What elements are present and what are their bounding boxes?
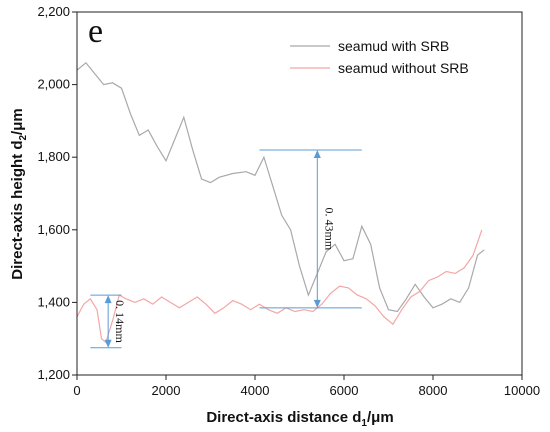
x-axis-title-unit: /μm [367, 409, 394, 426]
y-tick-label: 2,000 [37, 77, 70, 92]
legend-label-with-srb: seamud with SRB [338, 38, 449, 54]
legend: seamud with SRB seamud without SRB [290, 38, 469, 76]
annotation-label-1: 0. 14mm [113, 300, 127, 343]
x-axis-title-sub: 1 [361, 418, 367, 429]
annotation-layer: 0. 43mm 0. 14mm [90, 149, 362, 349]
legend-label-without-srb: seamud without SRB [338, 60, 469, 76]
x-tick-label: 6000 [330, 383, 359, 398]
y-axis: 1,200 1,400 1,600 1,800 2,000 2,200 [37, 4, 77, 382]
y-axis-title-main: Direct-axis height d [9, 141, 26, 280]
panel-label: e [88, 13, 103, 50]
annotation-arrowhead-up-1 [104, 295, 112, 304]
series-layer [76, 61, 485, 344]
x-tick-label: 0 [73, 383, 80, 398]
x-axis-title-main: Direct-axis distance d [206, 409, 361, 426]
y-axis-title-unit: /μm [9, 108, 26, 135]
series-line-1 [76, 229, 483, 344]
plot-frame [76, 11, 523, 376]
x-tick-label: 10000 [504, 383, 540, 398]
y-axis-title-sub: 2 [18, 135, 29, 141]
y-tick-label: 1,200 [37, 367, 70, 382]
x-axis: 0 2000 4000 6000 8000 10000 [73, 375, 540, 398]
annotation-arrowhead-down-0 [313, 299, 321, 308]
annotation-label-0: 0. 43mm [322, 208, 336, 251]
y-axis-title: Direct-axis height d2/μm [9, 108, 29, 279]
x-axis-title: Direct-axis distance d1/μm [206, 409, 393, 429]
annotation-arrowhead-down-1 [104, 339, 112, 348]
annotation-arrowhead-up-0 [313, 149, 321, 158]
x-tick-label: 8000 [419, 383, 448, 398]
x-tick-label: 2000 [152, 383, 181, 398]
x-tick-label: 4000 [241, 383, 270, 398]
y-tick-label: 1,800 [37, 149, 70, 164]
series-line-0 [76, 61, 485, 313]
y-tick-label: 1,400 [37, 294, 70, 309]
y-tick-label: 2,200 [37, 4, 70, 19]
y-tick-label: 1,600 [37, 222, 70, 237]
